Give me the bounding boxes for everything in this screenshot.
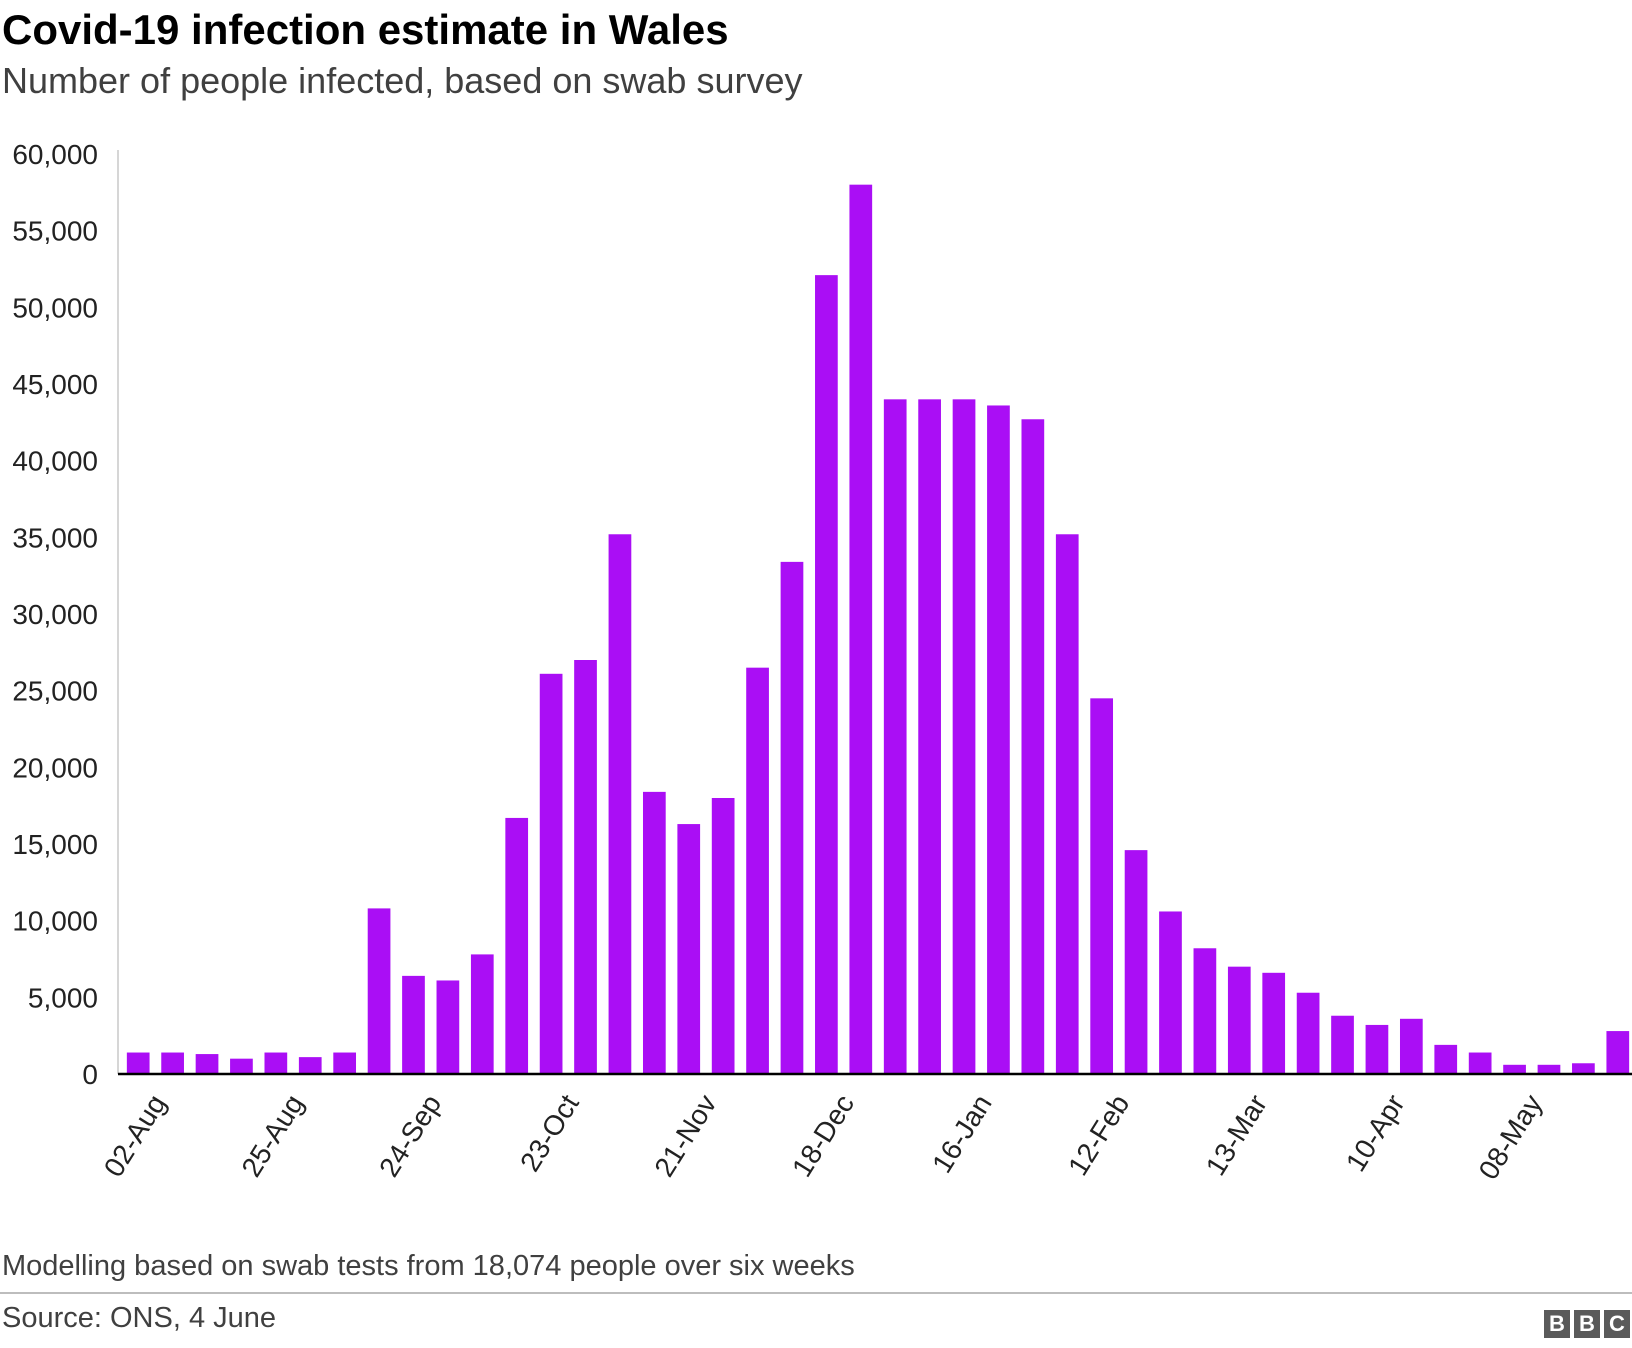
bar (1124, 850, 1148, 1074)
x-tick-label: 08-May (1473, 1089, 1549, 1185)
bar (505, 817, 529, 1074)
y-tick-label: 10,000 (12, 906, 98, 937)
bbc-logo-letter-3: C (1604, 1310, 1630, 1338)
y-tick-label: 50,000 (12, 292, 98, 323)
bar (1227, 966, 1251, 1074)
x-tick-label: 25-Aug (235, 1089, 309, 1182)
bar (470, 954, 494, 1074)
footer-divider (0, 1292, 1632, 1294)
bar (677, 824, 701, 1074)
x-tick-label: 24-Sep (373, 1089, 447, 1182)
y-tick-label: 0 (82, 1059, 98, 1090)
bar (608, 534, 632, 1074)
bar (436, 980, 460, 1074)
bbc-logo: B B C (1544, 1310, 1630, 1338)
bar (126, 1052, 150, 1074)
bar (230, 1058, 253, 1074)
y-tick-label: 60,000 (12, 139, 98, 170)
bar (883, 399, 907, 1075)
bar (1296, 992, 1320, 1074)
chart-subtitle: Number of people infected, based on swab… (2, 60, 803, 101)
bar (1193, 948, 1217, 1074)
bar (987, 405, 1010, 1075)
bar (1055, 534, 1079, 1074)
y-tick-label: 45,000 (12, 369, 98, 400)
x-tick-label: 23-Oct (514, 1089, 585, 1177)
bar (1503, 1064, 1526, 1074)
x-tick-label: 10-Apr (1340, 1089, 1411, 1177)
x-tick-label: 12-Feb (1062, 1089, 1135, 1181)
bar (642, 791, 666, 1074)
bar (161, 1052, 184, 1074)
bar (711, 798, 735, 1074)
y-tick-label: 40,000 (12, 446, 98, 477)
y-tick-label: 55,000 (12, 216, 98, 247)
bar (918, 399, 941, 1075)
bar (849, 184, 873, 1075)
source-text: Source: ONS, 4 June (2, 1302, 277, 1334)
bar (1331, 1015, 1354, 1074)
bar (333, 1052, 357, 1074)
x-tick-label: 13-Mar (1200, 1089, 1273, 1181)
bar (195, 1054, 219, 1074)
y-tick-label: 5,000 (28, 982, 98, 1013)
bar (952, 399, 976, 1075)
y-tick-label: 20,000 (12, 752, 98, 783)
bar (1365, 1024, 1389, 1074)
x-tick-label: 18-Dec (786, 1089, 860, 1182)
bar (298, 1057, 322, 1074)
bar (815, 275, 838, 1074)
x-tick-label: 21-Nov (648, 1089, 722, 1182)
chart-title: Covid-19 infection estimate in Wales (2, 6, 729, 53)
bar (1468, 1052, 1492, 1074)
bbc-logo-letter-2: B (1574, 1310, 1600, 1338)
y-tick-label: 35,000 (12, 522, 98, 553)
bar (1021, 419, 1045, 1074)
y-tick-label: 30,000 (12, 599, 98, 630)
bar (1159, 911, 1182, 1074)
bar (1434, 1044, 1458, 1074)
bar (780, 561, 804, 1074)
bar (1537, 1064, 1561, 1074)
bar (1262, 972, 1286, 1074)
bar (746, 667, 769, 1074)
bar (1606, 1031, 1630, 1074)
bar (1090, 698, 1114, 1074)
bar-chart: 0 5,000 10,000 15,000 20,000 25,000 30,000 35,0… (12, 139, 1632, 1185)
bar (367, 908, 391, 1074)
bar (574, 660, 597, 1074)
bar (539, 673, 563, 1074)
x-tick-label: 16-Jan (926, 1089, 998, 1178)
bar (1399, 1018, 1423, 1074)
y-tick-label: 15,000 (12, 829, 98, 860)
bar (264, 1052, 288, 1074)
y-tick-label: 25,000 (12, 676, 98, 707)
bar (1572, 1063, 1595, 1074)
bbc-logo-letter-1: B (1544, 1310, 1570, 1338)
x-tick-label: 02-Aug (98, 1089, 172, 1182)
bar (402, 975, 425, 1074)
methodology-note: Modelling based on swab tests from 18,07… (2, 1250, 855, 1282)
